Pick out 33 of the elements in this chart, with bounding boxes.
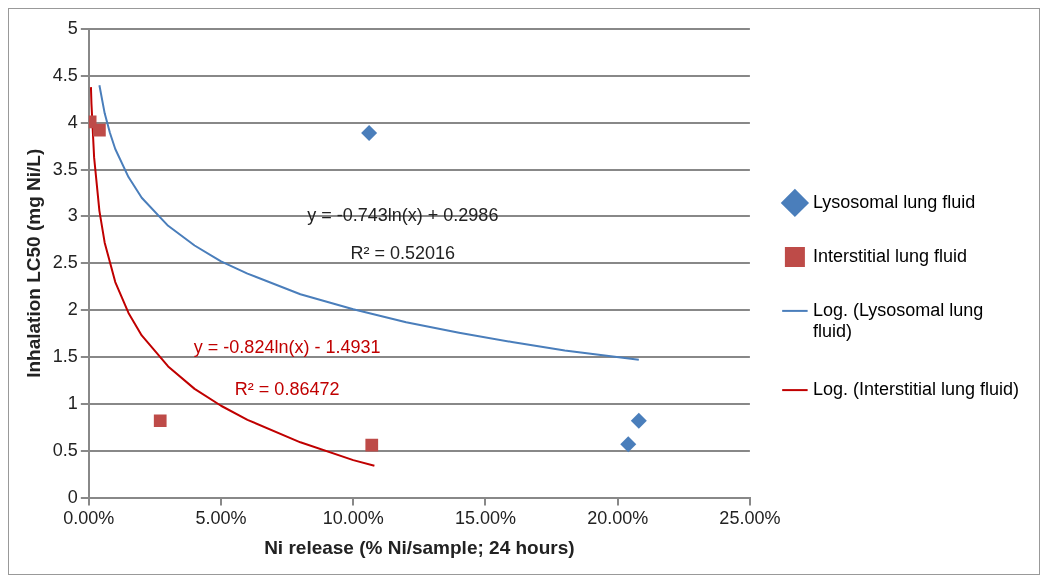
point bbox=[93, 123, 106, 137]
y-tick-label: 2 bbox=[67, 299, 78, 320]
x-tick-label: 20.00% bbox=[587, 508, 649, 529]
point bbox=[620, 436, 637, 453]
y-tick-label: 1 bbox=[67, 392, 78, 413]
point bbox=[365, 438, 379, 452]
y-tick-label: 5 bbox=[67, 17, 78, 38]
point bbox=[361, 125, 378, 142]
y-tick-label: 4 bbox=[67, 111, 78, 132]
annotation: R² = 0.52016 bbox=[350, 242, 456, 263]
y-tick-label: 2.5 bbox=[52, 252, 78, 273]
annotation: y = -0.824ln(x) - 1.4931 bbox=[193, 336, 381, 357]
x-tick-label: 25.00% bbox=[719, 508, 781, 529]
x-tick-label: 5.00% bbox=[195, 508, 247, 529]
annotation: y = -0.743ln(x) + 0.2986 bbox=[307, 205, 499, 226]
point bbox=[630, 412, 647, 429]
x-tick-label: 15.00% bbox=[454, 508, 516, 529]
legend-label: Lysosomal lung fluid bbox=[812, 191, 976, 212]
legend-label: Log. (Lysosomal lung fluid) bbox=[812, 299, 984, 342]
y-tick-label: 3.5 bbox=[52, 158, 78, 179]
point bbox=[153, 414, 167, 428]
legend-label: Interstitial lung fluid bbox=[812, 245, 967, 266]
x-tick-label: 10.00% bbox=[322, 508, 384, 529]
y-tick-label: 1.5 bbox=[52, 345, 78, 366]
y-tick-label: 4.5 bbox=[52, 64, 78, 85]
y-tick-label: 0 bbox=[67, 486, 78, 507]
annotation: R² = 0.86472 bbox=[234, 378, 340, 399]
legend-label: Log. (Interstitial lung fluid) bbox=[812, 379, 1020, 400]
y-axis-title: Inhalation LC50 (mg Ni/L) bbox=[22, 148, 44, 378]
x-axis-title: Ni release (% Ni/sample; 24 hours) bbox=[264, 536, 575, 558]
y-tick-label: 3 bbox=[67, 205, 78, 226]
y-tick-label: 0.5 bbox=[52, 439, 78, 460]
x-tick-label: 0.00% bbox=[63, 508, 115, 529]
